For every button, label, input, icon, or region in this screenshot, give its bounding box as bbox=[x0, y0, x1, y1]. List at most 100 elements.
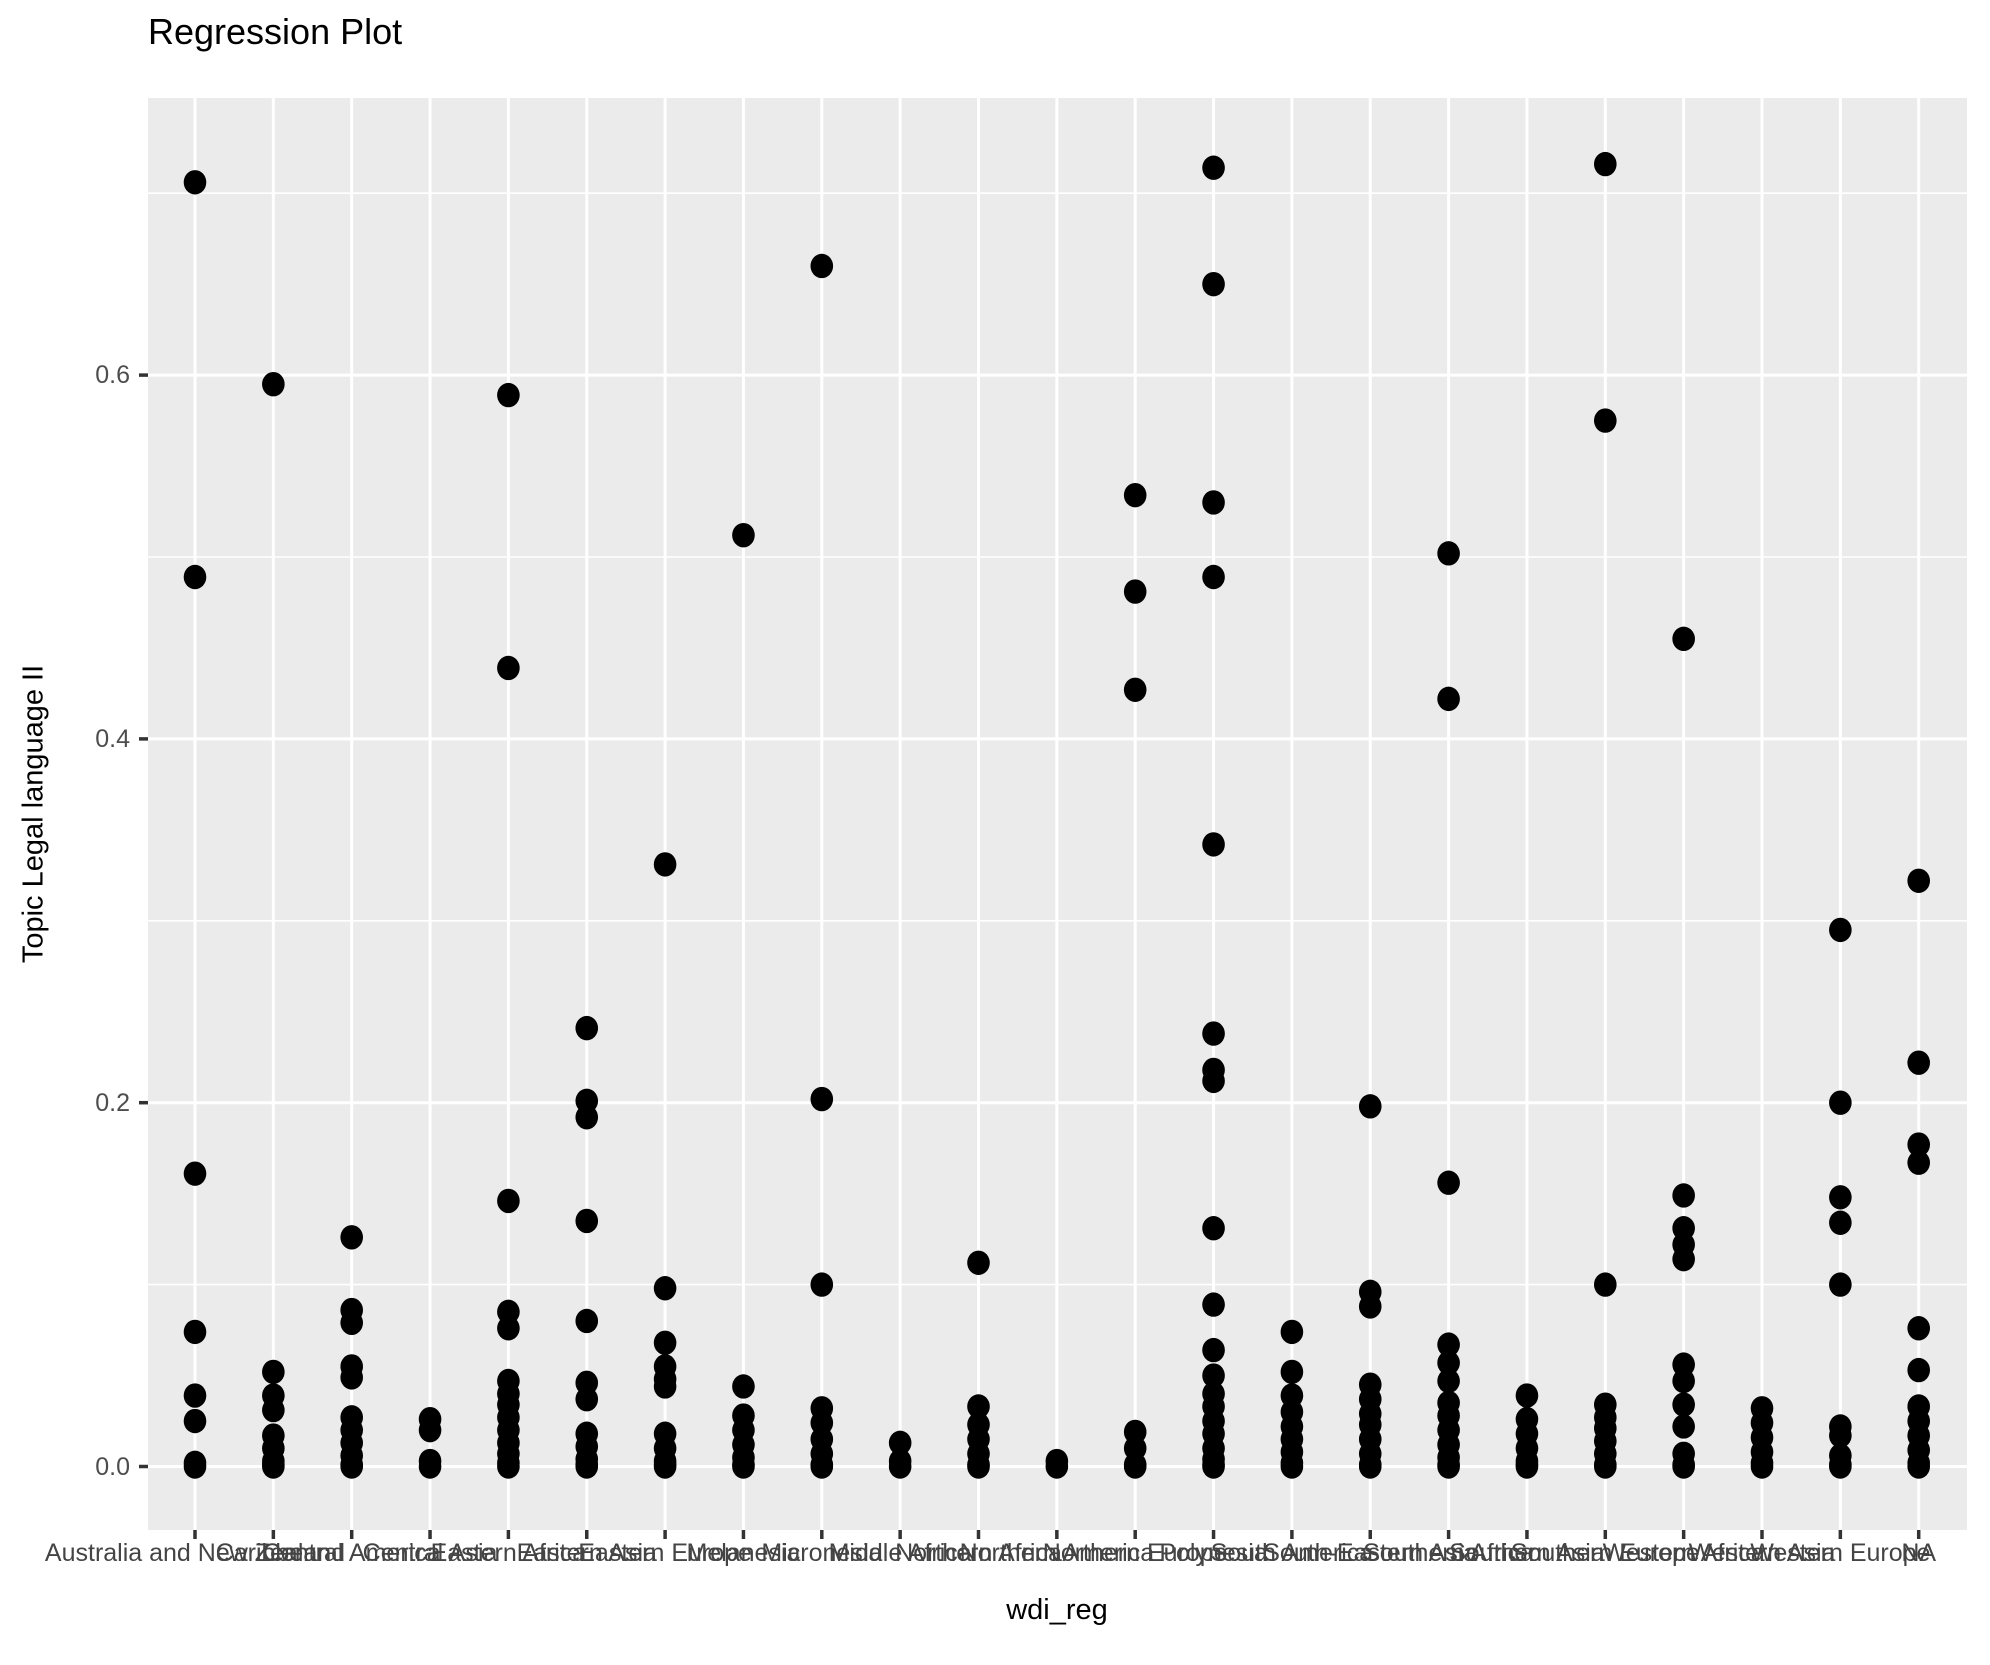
data-point bbox=[1672, 1392, 1695, 1417]
data-point bbox=[1202, 1216, 1225, 1241]
data-point bbox=[1829, 1454, 1852, 1479]
data-point bbox=[183, 170, 207, 195]
data-point bbox=[1202, 1292, 1225, 1317]
data-point bbox=[1594, 408, 1617, 433]
data-point bbox=[497, 1454, 520, 1479]
data-point bbox=[1907, 1150, 1930, 1175]
data-point bbox=[1829, 1210, 1852, 1235]
data-point bbox=[1672, 1368, 1695, 1394]
x-tick-label: Northern Africa bbox=[895, 1539, 1062, 1567]
data-point bbox=[1437, 1368, 1460, 1394]
data-point bbox=[575, 1015, 599, 1041]
data-point bbox=[1594, 1454, 1617, 1479]
x-tick-label: Eastern Asia bbox=[516, 1539, 657, 1567]
data-point bbox=[1045, 1454, 1069, 1479]
data-point bbox=[653, 1374, 677, 1399]
data-point bbox=[1437, 1454, 1460, 1479]
data-point bbox=[1123, 1454, 1147, 1479]
x-tick-label: Melanesia bbox=[686, 1539, 801, 1567]
y-tick-label: 0.6 bbox=[95, 361, 130, 390]
x-tick-label: Southern Africa bbox=[1363, 1539, 1535, 1567]
data-point bbox=[653, 1276, 677, 1301]
data-point bbox=[888, 1430, 912, 1456]
data-point bbox=[340, 1365, 364, 1390]
y-axis-title: Topic Legal language II bbox=[17, 664, 50, 964]
data-point bbox=[1123, 677, 1147, 702]
x-tick-label: Western Europe bbox=[1750, 1539, 1931, 1567]
data-point bbox=[1202, 155, 1225, 180]
data-point bbox=[340, 1310, 364, 1335]
data-point bbox=[1515, 1383, 1539, 1408]
data-point bbox=[732, 1454, 755, 1479]
x-tick-label: Eastern Africa bbox=[430, 1539, 587, 1567]
data-point bbox=[262, 1359, 285, 1385]
data-point bbox=[653, 1330, 677, 1356]
x-tick-label: Eastern Europe bbox=[578, 1539, 752, 1567]
data-point bbox=[575, 1208, 599, 1234]
data-point bbox=[1437, 541, 1460, 566]
data-point bbox=[1358, 1094, 1382, 1119]
data-point bbox=[1280, 1319, 1304, 1345]
data-point bbox=[967, 1394, 990, 1419]
data-point bbox=[575, 1386, 599, 1412]
y-tick-label: 0.4 bbox=[95, 724, 130, 753]
data-point bbox=[1672, 626, 1695, 652]
data-point bbox=[1672, 1183, 1695, 1208]
data-point bbox=[1202, 1454, 1225, 1479]
data-point bbox=[967, 1454, 990, 1479]
data-point bbox=[497, 655, 520, 681]
x-tick-label: Southern Asia bbox=[1449, 1539, 1605, 1567]
data-point bbox=[1437, 1170, 1460, 1195]
data-point bbox=[1829, 1185, 1852, 1210]
data-point bbox=[497, 382, 520, 408]
data-point bbox=[1437, 1350, 1460, 1376]
data-point bbox=[1123, 579, 1147, 604]
plot-title: Regression Plot bbox=[148, 11, 403, 52]
data-point bbox=[1907, 1132, 1930, 1157]
data-point bbox=[1123, 482, 1147, 508]
data-point bbox=[810, 1272, 834, 1297]
data-point bbox=[183, 1408, 207, 1434]
data-point bbox=[183, 1383, 207, 1408]
data-point bbox=[497, 1188, 520, 1214]
data-point bbox=[262, 1454, 285, 1479]
data-point bbox=[732, 522, 755, 548]
data-point bbox=[340, 1454, 364, 1479]
x-tick-label: Central America bbox=[262, 1539, 441, 1567]
data-point bbox=[340, 1225, 364, 1250]
data-point bbox=[1202, 1363, 1225, 1388]
x-tick-label: Micronesia bbox=[761, 1539, 883, 1567]
data-point bbox=[262, 371, 285, 397]
data-point bbox=[183, 1454, 207, 1479]
data-point bbox=[1202, 490, 1225, 515]
data-point bbox=[1202, 1068, 1225, 1094]
data-point bbox=[967, 1250, 990, 1275]
data-point bbox=[1907, 1316, 1930, 1341]
data-point bbox=[1202, 1021, 1225, 1046]
data-point bbox=[1358, 1294, 1382, 1319]
data-point bbox=[653, 852, 677, 877]
data-point bbox=[1515, 1454, 1539, 1479]
data-point bbox=[575, 1105, 599, 1130]
data-point bbox=[888, 1454, 912, 1479]
data-point bbox=[1358, 1454, 1382, 1479]
y-tick-label: 0.0 bbox=[95, 1452, 130, 1481]
data-point bbox=[1750, 1454, 1774, 1479]
data-point bbox=[497, 1316, 520, 1341]
data-point bbox=[418, 1417, 442, 1443]
data-point bbox=[262, 1397, 285, 1423]
data-point bbox=[1280, 1454, 1304, 1479]
data-point bbox=[1672, 1246, 1695, 1272]
data-point bbox=[575, 1454, 599, 1479]
x-tick-label: Australia and New Zealand bbox=[44, 1539, 346, 1567]
data-point bbox=[1829, 1272, 1852, 1297]
x-tick-label: Middle Africa bbox=[828, 1539, 972, 1567]
data-point bbox=[1594, 151, 1617, 177]
data-point bbox=[1437, 686, 1460, 712]
data-point bbox=[1907, 1050, 1930, 1075]
data-point bbox=[1907, 1357, 1930, 1383]
data-point bbox=[1829, 1090, 1852, 1115]
data-point bbox=[1907, 1454, 1930, 1479]
